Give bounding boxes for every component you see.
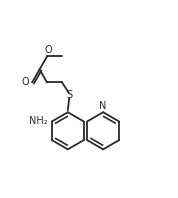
Text: O: O	[44, 45, 52, 55]
Text: O: O	[21, 77, 29, 88]
Text: N: N	[100, 101, 107, 111]
Text: S: S	[67, 90, 73, 100]
Text: NH₂: NH₂	[29, 116, 48, 126]
